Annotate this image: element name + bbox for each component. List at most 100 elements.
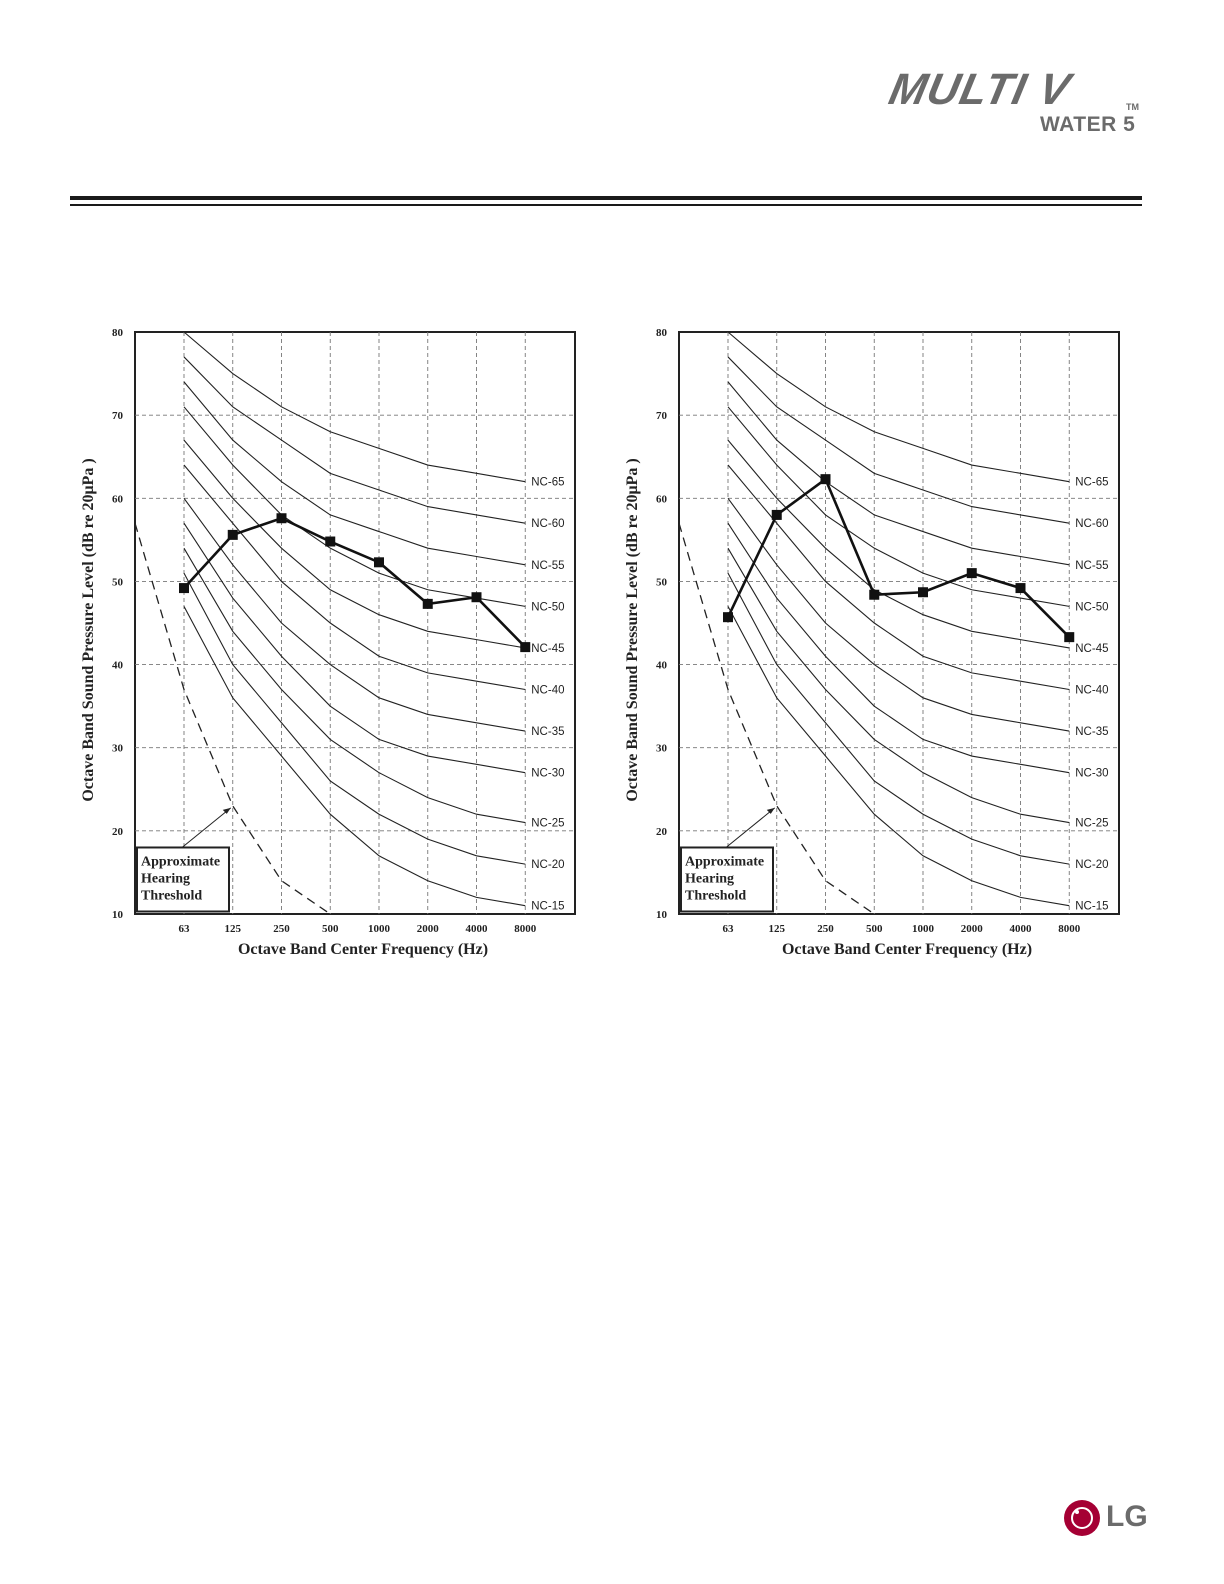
measured-point [325,536,336,547]
nc-curve-label: NC-15 [531,901,564,913]
nc-curve [727,381,1070,566]
nc-curve [183,497,526,732]
y-tick-label: 40 [112,660,124,672]
nc-curve [727,547,1070,824]
nc-curve [727,522,1070,774]
y-axis-title: Octave Band Sound Pressure Level (dB re … [80,458,97,801]
threshold-annotation-arrow [725,807,776,848]
threshold-arrowhead [222,807,231,814]
x-tick-label: 125 [225,923,242,935]
measured-point [374,557,384,568]
x-tick-label: 1000 [368,923,391,935]
nc-curve-label: NC-45 [1075,643,1108,655]
x-tick-label: 4000 [466,923,489,935]
nc-curve-label: NC-50 [531,601,564,613]
chart-svg: 10 20 30 40 50 60 70 80 63 125 250 500 1000 2000 4000 8… [624,327,1120,958]
nc-curve-label: NC-55 [531,560,564,572]
plot-frame [678,331,1120,915]
measured-point [771,509,782,520]
plot-frame [134,331,576,915]
threshold-annotation-text: Hearing [141,871,190,886]
measured-point [422,598,433,609]
lg-emblem-icon [1064,1500,1100,1536]
x-tick-label: 63 [723,923,735,935]
hearing-threshold-curve [134,523,331,915]
measured-point [820,474,831,485]
y-tick-label: 70 [656,410,668,422]
nc-chart-left: 10 20 30 40 50 60 70 80 63 125 250 500 1000 2000 4000 8… [60,300,620,980]
nc-curve [727,406,1070,607]
threshold-annotation-text: Approximate [685,854,764,869]
threshold-annotation-text: Approximate [141,854,220,869]
y-tick-label: 10 [112,909,124,921]
x-tick-label: 500 [322,923,339,935]
measured-series-line [726,477,1071,639]
lg-logo-text: LG [1106,1500,1148,1533]
header-rule-thin [70,204,1142,206]
threshold-annotation-text: Threshold [685,888,746,903]
chart-svg: 10 20 30 40 50 60 70 80 63 125 250 500 1000 2000 4000 8… [80,327,576,958]
x-tick-label: 4000 [1010,923,1033,935]
nc-curve [183,547,526,824]
measured-point [227,529,238,540]
nc-curve-label: NC-45 [531,643,564,655]
nc-curve-label: NC-35 [1075,726,1108,738]
y-tick-label: 30 [112,743,124,755]
y-tick-label: 80 [112,327,124,339]
y-tick-label: 60 [112,493,124,505]
x-tick-label: 1000 [912,923,935,935]
nc-curve-label: NC-60 [1075,518,1108,530]
nc-curve-label: NC-55 [1075,560,1108,572]
nc-curve-label: NC-50 [1075,601,1108,613]
nc-curve [727,572,1070,865]
measured-point [276,513,287,524]
measured-point [966,568,977,579]
nc-curve [727,439,1070,649]
threshold-arrowhead [766,807,775,814]
nc-curve-label: NC-15 [1075,901,1108,913]
y-tick-label: 40 [656,660,668,672]
x-tick-label: 250 [817,923,834,935]
nc-curve-label: NC-40 [531,685,564,697]
nc-curve [183,406,526,607]
threshold-annotation-box [680,846,774,913]
brand-name: MULTI V [884,65,1076,114]
brand-subname: WATER 5 [1040,113,1136,136]
measured-point [869,589,880,600]
nc-curve-label: NC-20 [1075,859,1108,871]
measured-point [723,612,733,623]
x-tick-label: 2000 [417,923,440,935]
measured-point [179,583,189,594]
x-tick-label: 2000 [961,923,984,935]
nc-curve-label: NC-25 [1075,818,1108,830]
lg-logo: LG [1064,1500,1154,1540]
y-tick-label: 30 [656,743,668,755]
y-tick-label: 70 [112,410,124,422]
x-axis-title: Octave Band Center Frequency (Hz) [782,941,1032,958]
y-tick-label: 60 [656,493,668,505]
measured-point [1015,583,1026,594]
threshold-annotation-arrow [181,807,232,848]
y-tick-label: 50 [112,576,124,588]
y-tick-label: 10 [656,909,668,921]
nc-curve-label: NC-25 [531,818,564,830]
nc-curve [727,464,1070,691]
nc-curve [183,356,526,524]
threshold-annotation-box [136,846,230,913]
hearing-threshold-curve [678,523,875,915]
y-tick-label: 80 [656,327,668,339]
nc-curve-label: NC-65 [1075,477,1108,489]
nc-curve [183,522,526,774]
x-tick-label: 63 [179,923,191,935]
brand-logo: MULTI V TM WATER 5 [880,65,1150,140]
x-tick-label: 8000 [1058,923,1081,935]
nc-curve-label: NC-30 [1075,768,1108,780]
nc-chart-right: 10 20 30 40 50 60 70 80 63 125 250 500 1000 2000 4000 8… [604,300,1164,980]
y-tick-label: 50 [656,576,668,588]
x-tick-label: 250 [273,923,290,935]
x-tick-label: 500 [866,923,883,935]
nc-curve [183,439,526,649]
nc-curve-label: NC-40 [1075,685,1108,697]
nc-curve-label: NC-35 [531,726,564,738]
y-tick-label: 20 [112,826,124,838]
